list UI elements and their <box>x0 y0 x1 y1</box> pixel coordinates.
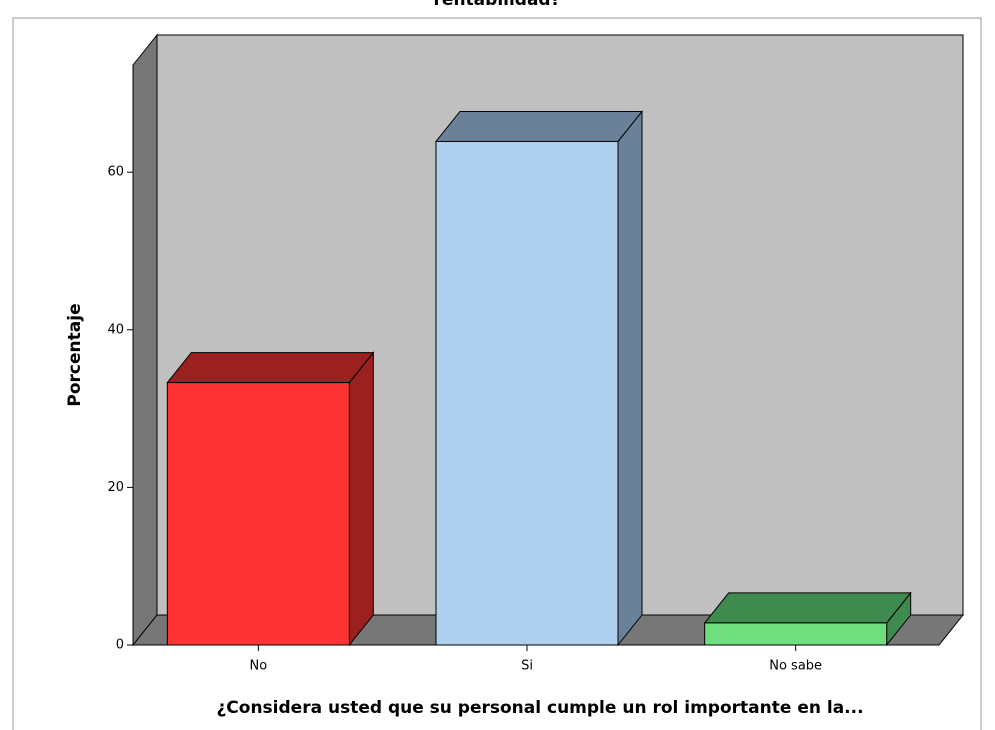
chart-title: rentabilidad? <box>434 0 561 10</box>
bar-top <box>434 110 644 142</box>
y-tick-label: 60 <box>107 165 124 180</box>
y-tick-label: 40 <box>107 322 124 337</box>
x-tick-label: Si <box>521 659 533 674</box>
x-tick-label: No <box>249 659 267 674</box>
bar-side <box>348 351 374 647</box>
bar <box>166 382 350 646</box>
bar <box>435 140 619 646</box>
bar <box>704 622 888 646</box>
y-tick-label: 20 <box>107 480 124 495</box>
bar-top <box>166 352 375 384</box>
y-axis-label: Porcentaje <box>65 303 85 406</box>
bar-side <box>617 110 643 647</box>
x-tick-label: No sabe <box>769 659 822 674</box>
left-wall <box>132 33 158 647</box>
bar-top <box>703 592 912 624</box>
y-tick-label: 0 <box>116 638 124 653</box>
x-axis-label: ¿Considera usted que su personal cumple … <box>216 698 863 718</box>
